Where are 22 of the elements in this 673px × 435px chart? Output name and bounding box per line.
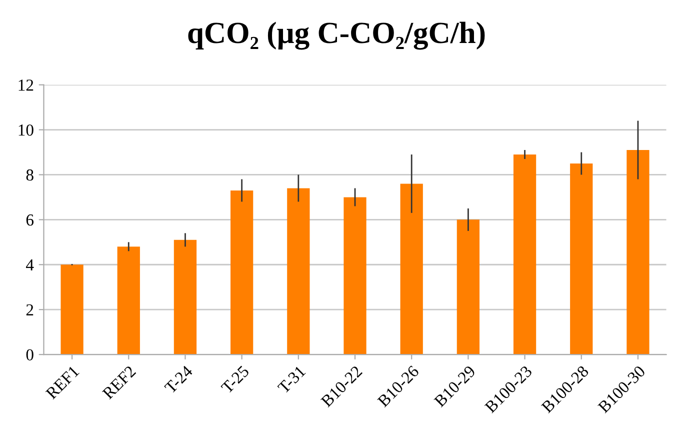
bar xyxy=(513,154,536,355)
bar xyxy=(626,150,650,355)
y-tick-label: 8 xyxy=(26,169,34,181)
bar xyxy=(400,184,423,355)
bar xyxy=(230,190,254,355)
y-tick-label: 0 xyxy=(26,349,34,360)
x-tick-label: T-31 xyxy=(277,365,306,394)
y-tick-label: 4 xyxy=(26,259,34,270)
y-tick-label: 2 xyxy=(26,304,34,316)
bar xyxy=(570,163,593,355)
x-tick-label: T-24 xyxy=(164,364,194,394)
bar xyxy=(174,240,197,355)
y-tick-label: 10 xyxy=(18,124,34,136)
y-tick-label: 12 xyxy=(18,80,34,91)
bar xyxy=(344,197,366,355)
bar xyxy=(117,246,140,355)
chart-title: qCO₂ (µg C-CO₂/gC/h) xyxy=(188,22,485,50)
bar xyxy=(456,220,480,355)
bar xyxy=(60,264,84,355)
x-tick-label: T-25 xyxy=(220,365,250,394)
y-tick-label: 6 xyxy=(26,214,34,226)
bar xyxy=(287,188,310,355)
